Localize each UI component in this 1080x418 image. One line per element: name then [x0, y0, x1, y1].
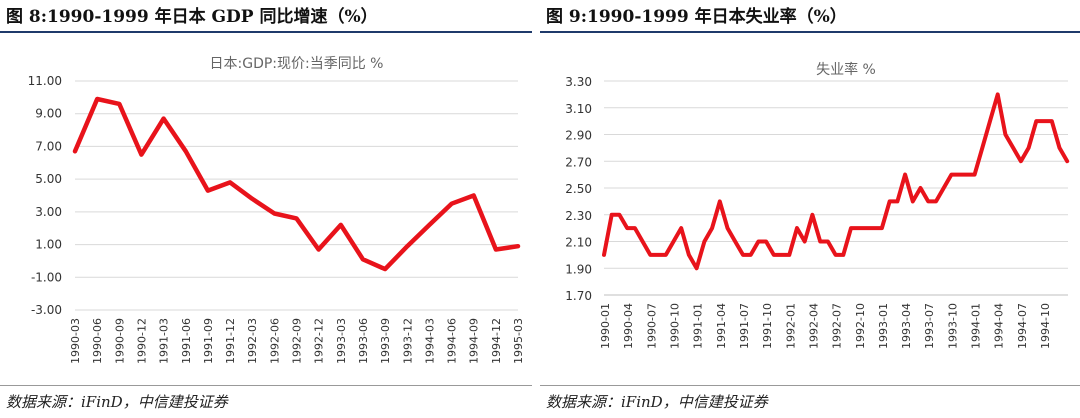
- title-rule: [0, 31, 532, 33]
- x-tick-label: 1990-12: [135, 318, 148, 364]
- x-tick-label: 1993-07: [923, 303, 936, 349]
- x-tick-label: 1991-04: [715, 303, 728, 349]
- unemployment-figure-panel: 图 9:1990-1999 年日本失业率（%） 失业率 % 3.30 3.10 2.9…: [540, 0, 1080, 418]
- source-rule: [540, 385, 1080, 386]
- x-tick-label: 1993-10: [946, 303, 959, 349]
- y-tick-label: 1.00: [35, 238, 62, 252]
- x-tick-label: 1992-01: [784, 303, 797, 349]
- y-tick-label: 3.00: [35, 205, 62, 219]
- y-tick-label: 5.00: [35, 172, 62, 186]
- x-tick-label: 1993-03: [335, 318, 348, 364]
- x-tick-label: 1994-07: [1016, 303, 1029, 349]
- x-tick-label: 1990-01: [599, 303, 612, 349]
- gdp-figure-panel: 图 8:1990-1999 年日本 GDP 同比增速（%） 日本:GDP:现价:…: [0, 0, 532, 418]
- chart-title: 失业率 %: [816, 61, 876, 78]
- y-tick-label: 2.10: [565, 236, 592, 250]
- gdp-series-line: [72, 96, 521, 272]
- x-tick-label: 1992-03: [246, 318, 259, 364]
- x-tick-label: 1991-09: [202, 318, 215, 364]
- x-tick-label: 1991-12: [224, 318, 237, 364]
- gdp-source-note: 数据来源：iFinD，中信建投证券: [6, 393, 228, 411]
- x-tick-label: 1990-07: [645, 303, 658, 349]
- y-tick-label: 3.10: [565, 102, 592, 116]
- x-tick-label: 1990-06: [91, 318, 104, 364]
- gdp-figure-title: 图 8:1990-1999 年日本 GDP 同比增速（%）: [6, 7, 378, 27]
- y-tick-label: 11.00: [28, 74, 62, 88]
- x-tick-label: 1994-06: [446, 318, 459, 364]
- y-tick-label: 1.70: [565, 289, 592, 303]
- unemployment-source-note: 数据来源：iFinD，中信建投证券: [546, 393, 768, 411]
- x-tick-label: 1994-12: [490, 318, 503, 364]
- unemployment-rate-chart: 失业率 % 3.30 3.10 2.90 2.70 2.50 2.30 2.10 1.90 1.7…: [565, 61, 1070, 349]
- x-tick-label: 1992-10: [854, 303, 867, 349]
- x-tick-label: 1990-03: [69, 318, 82, 364]
- y-tick-label: 2.70: [565, 155, 592, 169]
- x-tick-label: 1990-09: [113, 318, 126, 364]
- y-tick-label: 2.90: [565, 129, 592, 143]
- x-tick-label: 1992-09: [291, 318, 304, 364]
- y-tick-label: 3.30: [565, 75, 592, 89]
- x-tick-label: 1990-04: [622, 303, 635, 349]
- x-tick-label: 1993-06: [357, 318, 370, 364]
- x-tick-label: 1993-04: [900, 303, 913, 349]
- x-tick-label: 1991-06: [180, 318, 193, 364]
- x-tick-label: 1991-01: [692, 303, 705, 349]
- x-tick-label: 1994-04: [993, 303, 1006, 349]
- title-rule: [540, 31, 1080, 33]
- x-tick-label: 1991-03: [158, 318, 171, 364]
- y-tick-label: 1.90: [565, 262, 592, 276]
- y-tick-label: 9.00: [35, 107, 62, 121]
- x-tick-label: 1995-03: [512, 318, 525, 364]
- unemployment-series-line: [602, 92, 1070, 271]
- x-tick-label: 1991-10: [761, 303, 774, 349]
- y-tick-label: -1.00: [31, 270, 62, 284]
- x-tick-label: 1993-12: [401, 318, 414, 364]
- y-tick-label: -3.00: [31, 303, 62, 317]
- gdp-growth-chart: 日本:GDP:现价:当季同比 % 11.00 9.00 7.00 5.00 3.00 1.0…: [28, 56, 525, 364]
- x-tick-label: 1994-09: [468, 318, 481, 364]
- y-tick-label: 7.00: [35, 139, 62, 153]
- x-tick-label: 1991-07: [738, 303, 751, 349]
- chart-title: 日本:GDP:现价:当季同比 %: [210, 56, 384, 72]
- x-tick-label: 1992-07: [831, 303, 844, 349]
- x-tick-label: 1992-06: [268, 318, 281, 364]
- x-tick-label: 1990-10: [668, 303, 681, 349]
- x-tick-label: 1994-03: [423, 318, 436, 364]
- x-tick-label: 1993-01: [877, 303, 890, 349]
- x-tick-label: 1994-10: [1039, 303, 1052, 349]
- y-tick-label: 2.50: [565, 182, 592, 196]
- unemployment-figure-title: 图 9:1990-1999 年日本失业率（%）: [546, 7, 847, 27]
- x-tick-label: 1992-12: [313, 318, 326, 364]
- x-tick-label: 1993-09: [379, 318, 392, 364]
- x-tick-label: 1994-01: [970, 303, 983, 349]
- x-tick-label: 1992-04: [807, 303, 820, 349]
- source-rule: [0, 385, 532, 386]
- y-tick-label: 2.30: [565, 209, 592, 223]
